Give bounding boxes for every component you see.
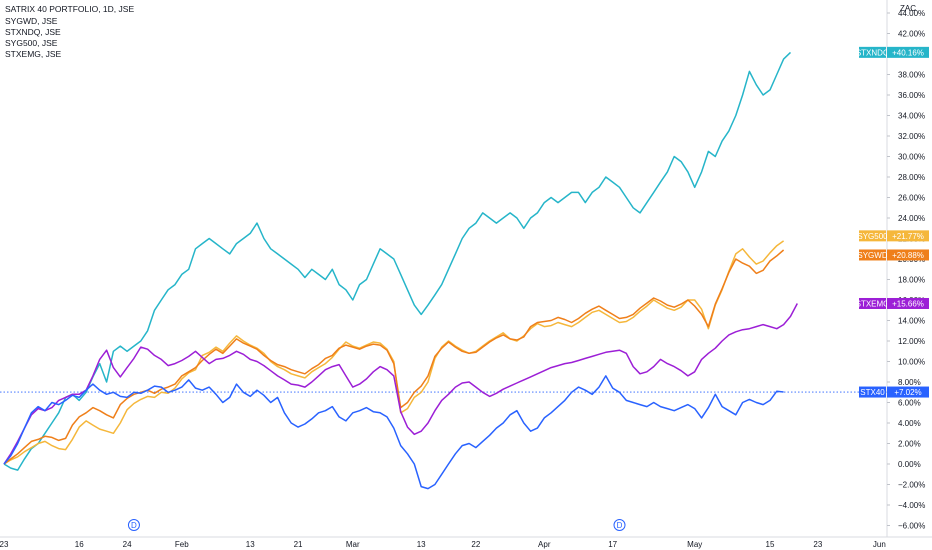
last-value-tag-stxemg: STXEMG +15.66% bbox=[856, 297, 929, 309]
tag-value: +15.66% bbox=[892, 299, 924, 308]
tag-value: +7.02% bbox=[894, 388, 921, 397]
tag-name: STX40 bbox=[860, 388, 885, 397]
tag-value: +20.88% bbox=[892, 251, 924, 260]
y-tick-label: 10.00% bbox=[898, 358, 925, 367]
dividend-marker-label: D bbox=[617, 521, 623, 530]
y-tick-label: 0.00% bbox=[898, 460, 921, 469]
series-line-stxemg[interactable] bbox=[3, 303, 798, 465]
tag-name-bg bbox=[859, 386, 886, 398]
x-tick-label: 23 bbox=[0, 540, 9, 549]
tag-name: STXEMG bbox=[856, 299, 890, 308]
y-tick-label: −6.00% bbox=[898, 522, 925, 531]
y-tick-label: 26.00% bbox=[898, 194, 925, 203]
last-value-tag-stxndq: STXNDQ +40.16% bbox=[856, 46, 929, 58]
y-tick-label: −2.00% bbox=[898, 481, 925, 490]
y-tick-label: −4.00% bbox=[898, 501, 925, 510]
last-value-tag-stx40: STX40 +7.02% bbox=[859, 386, 929, 398]
last-value-tag-sygwd: SYGWD +20.88% bbox=[857, 249, 929, 261]
legend-item-stxndq[interactable]: STXNDQ, JSE bbox=[5, 27, 61, 37]
y-tick-label: 42.00% bbox=[898, 30, 925, 39]
y-tick-label: 8.00% bbox=[898, 378, 921, 387]
tag-value: +21.77% bbox=[892, 232, 924, 241]
y-tick-label: 14.00% bbox=[898, 317, 925, 326]
dividend-marker[interactable]: D bbox=[613, 519, 626, 531]
series-line-stxndq[interactable] bbox=[3, 51, 792, 471]
tag-name-bg bbox=[859, 230, 886, 242]
y-tick-label: 12.00% bbox=[898, 337, 925, 346]
y-tick-label: 2.00% bbox=[898, 440, 921, 449]
y-tick-label: 44.00% bbox=[898, 9, 925, 18]
tag-value-bg bbox=[887, 46, 929, 58]
y-tick-label: 34.00% bbox=[898, 112, 925, 121]
x-tick-label: Feb bbox=[175, 540, 189, 549]
legend-item-stxemg[interactable]: STXEMG, JSE bbox=[5, 49, 62, 59]
tag-name: SYGWD bbox=[857, 251, 887, 260]
tag-value-bg bbox=[887, 249, 929, 261]
x-tick-label: 13 bbox=[246, 540, 255, 549]
dividend-marker-circle bbox=[613, 519, 626, 531]
x-tick-label: Jun bbox=[873, 540, 886, 549]
y-tick-label: 6.00% bbox=[898, 399, 921, 408]
x-tick-label: 16 bbox=[75, 540, 84, 549]
tag-value-bg bbox=[887, 297, 929, 309]
x-tick-label: 23 bbox=[813, 540, 822, 549]
y-tick-label: 18.00% bbox=[898, 276, 925, 285]
x-tick-label: 24 bbox=[123, 540, 132, 549]
x-tick-label: Mar bbox=[346, 540, 360, 549]
tag-name: STXNDQ bbox=[856, 48, 889, 57]
y-tick-label: 4.00% bbox=[898, 419, 921, 428]
x-tick-label: May bbox=[687, 540, 702, 549]
x-tick-label: 22 bbox=[471, 540, 480, 549]
x-tick-label: 15 bbox=[766, 540, 775, 549]
tag-name: SYG500 bbox=[857, 232, 888, 241]
series-line-sygwd[interactable] bbox=[3, 249, 785, 465]
tag-name-bg bbox=[859, 297, 886, 309]
y-tick-label: 24.00% bbox=[898, 214, 925, 223]
currency-label: ZAC bbox=[900, 4, 916, 13]
tag-name-bg bbox=[859, 46, 886, 58]
x-tick-label: 17 bbox=[608, 540, 617, 549]
y-tick-label: 28.00% bbox=[898, 173, 925, 182]
tag-value: +40.16% bbox=[892, 48, 924, 57]
legend-item-syg500[interactable]: SYG500, JSE bbox=[5, 38, 58, 48]
y-tick-label: 38.00% bbox=[898, 71, 925, 80]
dividend-marker-label: D bbox=[131, 521, 137, 530]
x-tick-label: 13 bbox=[417, 540, 426, 549]
tag-name-bg bbox=[859, 249, 886, 261]
series-line-stx40[interactable] bbox=[3, 375, 784, 490]
tag-value-bg bbox=[887, 230, 929, 242]
y-tick-label: 36.00% bbox=[898, 91, 925, 100]
legend-main[interactable]: SATRIX 40 PORTFOLIO, 1D, JSE bbox=[5, 4, 134, 14]
last-value-tag-syg500: SYG500 +21.77% bbox=[857, 230, 929, 242]
x-tick-label: 21 bbox=[294, 540, 303, 549]
tag-value-bg bbox=[887, 386, 929, 398]
x-tick-label: Apr bbox=[538, 540, 551, 549]
y-tick-label: 30.00% bbox=[898, 153, 925, 162]
y-tick-label: 32.00% bbox=[898, 132, 925, 141]
series-line-syg500[interactable] bbox=[3, 240, 785, 465]
dividend-marker[interactable]: D bbox=[127, 519, 140, 531]
dividend-marker-circle bbox=[127, 519, 140, 531]
legend-item-sygwd[interactable]: SYGWD, JSE bbox=[5, 16, 58, 26]
